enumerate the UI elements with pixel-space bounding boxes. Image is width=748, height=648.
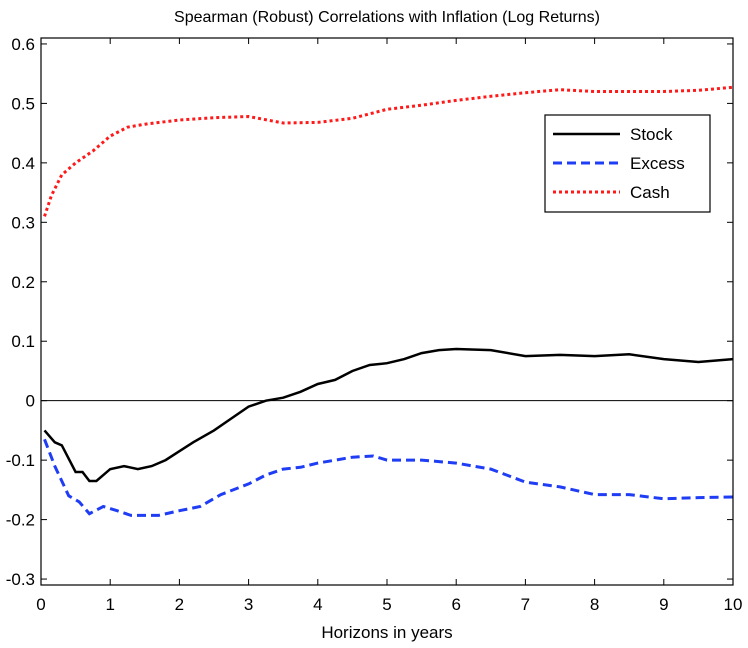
chart-title: Spearman (Robust) Correlations with Infl… bbox=[174, 9, 600, 26]
x-tick-label: 0 bbox=[36, 595, 45, 614]
y-tick-label: 0.4 bbox=[11, 154, 35, 173]
y-tick-label: 0 bbox=[26, 392, 35, 411]
series-line-cash bbox=[43, 85, 734, 217]
series-line-excess bbox=[43, 438, 734, 517]
legend-label-excess: Excess bbox=[630, 154, 685, 173]
legend: Stock Excess Cash bbox=[544, 114, 711, 213]
y-tick-label: -0.3 bbox=[6, 570, 35, 589]
x-tick-label: 5 bbox=[382, 595, 391, 614]
y-tick-label: -0.1 bbox=[6, 451, 35, 470]
y-tick-label: 0.5 bbox=[11, 94, 35, 113]
legend-label-stock: Stock bbox=[630, 125, 673, 144]
series-line-stock bbox=[43, 347, 734, 483]
x-tick-label: 4 bbox=[313, 595, 322, 614]
x-tick-label: 10 bbox=[724, 595, 743, 614]
x-tick-label: 3 bbox=[244, 595, 253, 614]
y-tick-label: 0.1 bbox=[11, 332, 35, 351]
x-tick-label: 9 bbox=[659, 595, 668, 614]
x-tick-label: 6 bbox=[451, 595, 460, 614]
x-tick-label: 1 bbox=[105, 595, 114, 614]
x-tick-label: 8 bbox=[590, 595, 599, 614]
x-axis-label: Horizons in years bbox=[321, 623, 452, 642]
y-tick-label: -0.2 bbox=[6, 511, 35, 530]
x-tick-label: 7 bbox=[521, 595, 530, 614]
plot-frame bbox=[40, 37, 734, 586]
y-tick-label: 0.6 bbox=[11, 35, 35, 54]
legend-label-cash: Cash bbox=[630, 183, 670, 202]
x-tick-label: 2 bbox=[175, 595, 184, 614]
y-tick-label: 0.2 bbox=[11, 273, 35, 292]
y-tick-label: 0.3 bbox=[11, 213, 35, 232]
